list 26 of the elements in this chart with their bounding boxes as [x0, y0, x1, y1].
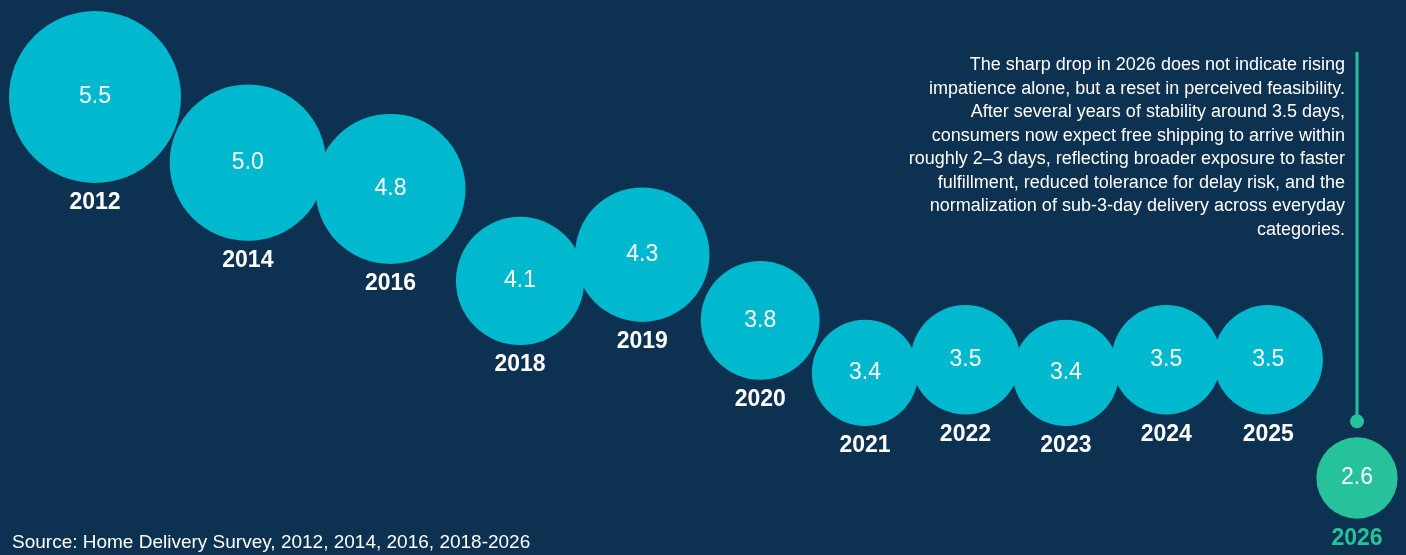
category-label: 2012 — [69, 188, 121, 215]
category-label: 2023 — [1040, 431, 1092, 458]
data-label: 5.5 — [79, 82, 111, 109]
data-label: 3.4 — [1049, 358, 1083, 385]
data-label: 4.1 — [504, 266, 537, 293]
category-label: 2024 — [1140, 419, 1193, 446]
data-label: 3.4 — [849, 358, 882, 385]
category-label: 2014 — [222, 246, 274, 273]
category-label: 2026 — [1331, 524, 1383, 550]
source-note: Source: Home Delivery Survey, 2012, 2014, 2016, 2018-2026 — [12, 531, 531, 552]
category-label: 2020 — [734, 385, 786, 412]
category-label: 2019 — [616, 327, 668, 354]
text: The sharp drop in 2026 does not indicate rising impatience alone, but a reset in perceived feasibility. After several years of stability around 3.5 days, consumers now expect free shipping to arrive within roughly 2–3 days, reflecting broader exposure to faster fulfillment, reduced tolerance for delay risk, and the normalization of sub-3-day delivery across everyday categories. — [908, 54, 1345, 239]
category-label: 2016 — [364, 269, 417, 296]
category-label: 2025 — [1242, 419, 1294, 446]
data-label: 4.8 — [374, 174, 407, 201]
data-label: 3.8 — [744, 305, 777, 332]
data-label: 3.5 — [1150, 345, 1183, 372]
data-label: 4.3 — [626, 240, 659, 266]
data-label: 3.5 — [1252, 345, 1285, 372]
data-label: 5.0 — [231, 148, 264, 175]
category-label: 2018 — [494, 350, 546, 377]
category-label: 2021 — [839, 431, 891, 458]
data-label: 3.5 — [949, 345, 982, 372]
category-label: 2022 — [939, 419, 992, 446]
data-label: 2.6 — [1341, 463, 1373, 490]
